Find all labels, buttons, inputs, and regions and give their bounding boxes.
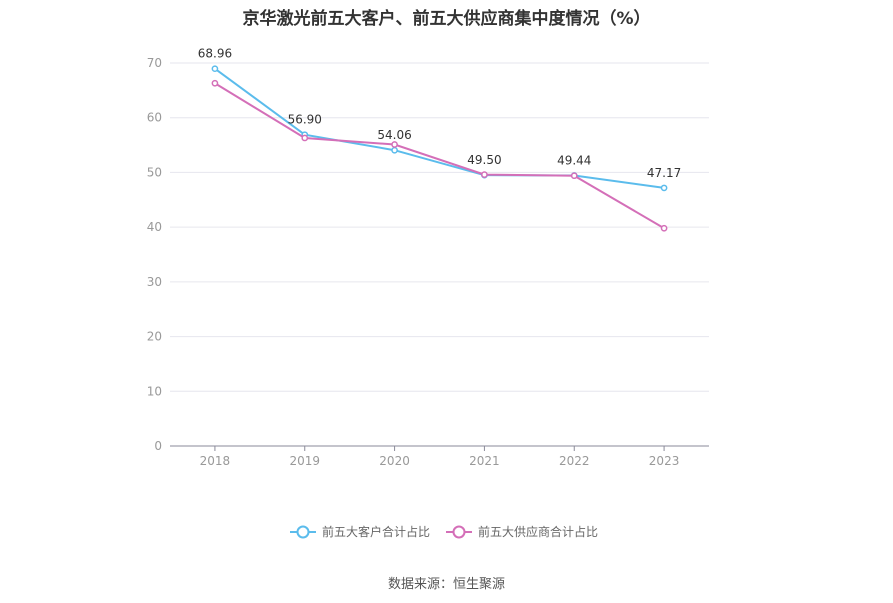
y-tick-label: 60	[147, 111, 162, 125]
data-label: 47.17	[647, 166, 681, 180]
series-line-1	[214, 67, 665, 189]
data-point	[391, 146, 398, 154]
series-line-2	[214, 82, 665, 230]
series-lines	[211, 65, 668, 232]
y-tick-label: 50	[147, 165, 162, 179]
axes: 0 10 20 30 40 50 60 70 2018 2019 2020 2021 2022 2023	[147, 56, 709, 468]
x-tick-label: 2019	[289, 454, 320, 468]
data-label: 54.06	[377, 128, 411, 142]
data-point	[211, 65, 219, 73]
data-labels: 68.96 56.90 54.06 49.50 49.44 47.17	[198, 47, 682, 180]
legend-marker	[296, 525, 310, 539]
data-source: 数据来源：恒生聚源	[387, 577, 505, 592]
x-tick-label: 2022	[559, 454, 590, 468]
data-label: 68.96	[198, 47, 232, 61]
data-point	[660, 184, 668, 192]
x-tick-label: 2021	[469, 454, 500, 468]
y-tick-label: 10	[147, 384, 162, 398]
y-tick-label: 70	[147, 56, 162, 70]
legend-label: 前五大客户合计占比	[322, 524, 430, 539]
data-point	[211, 79, 219, 87]
data-point	[660, 224, 668, 232]
y-tick-label: 40	[147, 220, 162, 234]
grid-lines	[170, 62, 709, 392]
legend-marker	[452, 525, 466, 539]
x-tick-label: 2020	[379, 454, 410, 468]
legend: 前五大客户合计占比 前五大供应商合计占比	[290, 524, 598, 539]
y-tick-label: 20	[147, 330, 162, 344]
y-tick-label: 30	[147, 275, 162, 289]
x-tick-label: 2023	[649, 454, 680, 468]
data-label: 49.50	[467, 153, 501, 167]
data-label: 49.44	[557, 153, 591, 167]
x-tick-label: 2018	[200, 454, 231, 468]
data-point	[570, 172, 578, 180]
chart-title: 京华激光前五大客户、前五大供应商集中度情况（%）	[242, 9, 651, 29]
y-tick-label: 0	[154, 439, 162, 453]
data-point	[481, 171, 488, 178]
data-label: 56.90	[288, 113, 322, 127]
data-point	[391, 141, 398, 148]
data-point	[301, 134, 309, 142]
legend-label: 前五大供应商合计占比	[478, 524, 598, 539]
